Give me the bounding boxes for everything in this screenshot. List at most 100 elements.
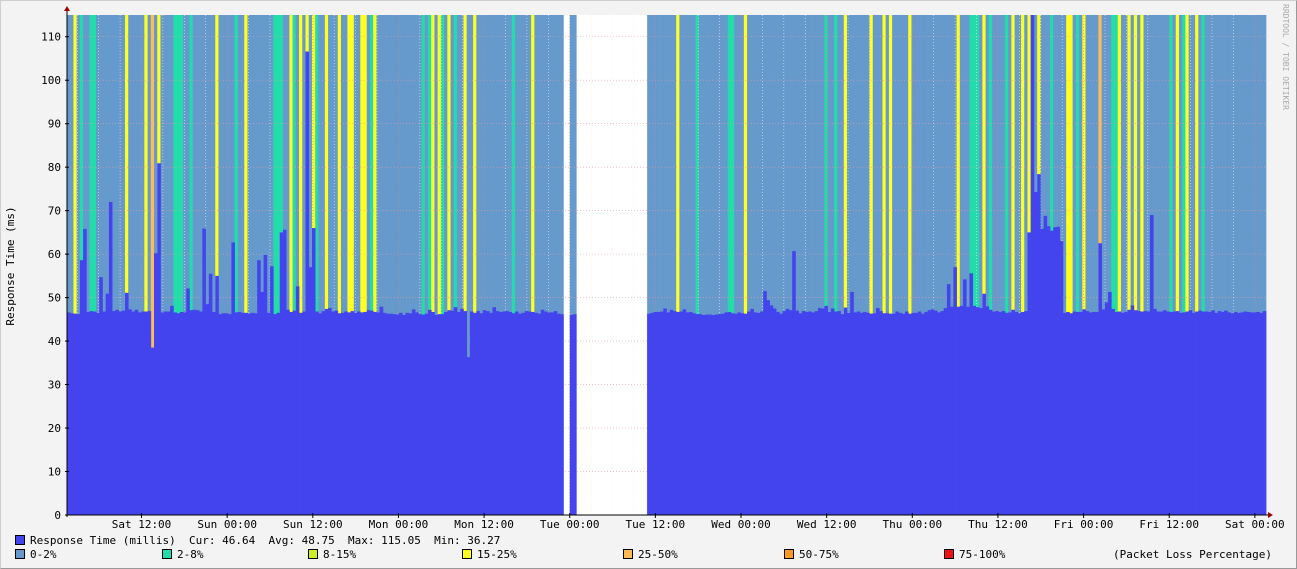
response-bar bbox=[1130, 305, 1135, 515]
loss-band bbox=[427, 15, 432, 515]
x-tick-label: Sun 12:00 bbox=[283, 518, 343, 531]
response-bar bbox=[782, 311, 787, 515]
loss-band bbox=[1075, 15, 1080, 515]
loss-band bbox=[1207, 15, 1212, 515]
response-bar bbox=[747, 311, 751, 515]
response-bar bbox=[392, 314, 397, 515]
response-bar bbox=[260, 291, 264, 515]
loss-band bbox=[195, 15, 200, 515]
response-bar bbox=[321, 311, 326, 515]
loss-band bbox=[892, 15, 896, 515]
loss-band bbox=[940, 15, 945, 515]
response-bar bbox=[421, 314, 426, 515]
loss-swatch bbox=[162, 549, 172, 559]
loss-band bbox=[402, 15, 406, 515]
response-bar bbox=[801, 311, 806, 515]
x-tick-label: Sat 00:00 bbox=[1225, 518, 1285, 531]
loss-band bbox=[444, 15, 448, 515]
legend-row-main: Response Time (millis) Cur: 46.64 Avg: 4… bbox=[15, 534, 1285, 548]
response-bar bbox=[137, 312, 142, 515]
response-bar bbox=[382, 312, 387, 515]
response-bar bbox=[1069, 313, 1073, 515]
loss-band bbox=[759, 15, 764, 515]
loss-band bbox=[676, 15, 680, 515]
loss-band bbox=[1162, 15, 1167, 515]
response-bar bbox=[853, 312, 858, 515]
loss-band bbox=[779, 15, 783, 515]
loss-band bbox=[186, 15, 190, 515]
loss-band bbox=[476, 15, 480, 515]
response-bar bbox=[282, 229, 287, 516]
response-bar bbox=[386, 313, 390, 515]
response-bar bbox=[147, 311, 152, 515]
response-bar bbox=[769, 305, 774, 515]
loss-band bbox=[1021, 15, 1025, 515]
response-bar bbox=[266, 312, 271, 515]
loss-band bbox=[147, 15, 152, 515]
response-bar bbox=[263, 255, 268, 515]
loss-band bbox=[224, 15, 229, 515]
loss-band bbox=[811, 15, 816, 515]
response-bar bbox=[1207, 311, 1212, 515]
response-bar bbox=[830, 308, 835, 515]
response-bar bbox=[121, 310, 126, 515]
loss-band bbox=[956, 15, 961, 515]
loss-band bbox=[1095, 15, 1099, 515]
loss-band bbox=[434, 15, 439, 515]
loss-band bbox=[1101, 15, 1106, 515]
loss-band bbox=[176, 15, 181, 515]
response-bar bbox=[772, 308, 777, 515]
response-bar bbox=[876, 308, 880, 515]
loss-label: 0-2% bbox=[30, 548, 57, 561]
response-bar bbox=[808, 311, 812, 515]
loss-band bbox=[389, 15, 393, 515]
loss-band bbox=[212, 15, 216, 515]
loss-band bbox=[515, 15, 519, 515]
loss-band bbox=[1108, 15, 1112, 515]
response-bar bbox=[1249, 312, 1254, 515]
response-bar bbox=[573, 314, 577, 515]
response-bar bbox=[347, 312, 351, 515]
loss-band bbox=[1066, 15, 1070, 515]
min-label: Min: bbox=[434, 534, 461, 547]
loss-band bbox=[917, 15, 922, 515]
loss-band bbox=[250, 15, 255, 515]
response-bar bbox=[202, 228, 206, 515]
response-bar bbox=[869, 313, 874, 515]
x-tick-label: Tue 00:00 bbox=[540, 518, 600, 531]
loss-band bbox=[453, 15, 458, 515]
loss-band bbox=[573, 15, 577, 515]
loss-band bbox=[988, 15, 993, 515]
response-bar bbox=[1095, 311, 1099, 515]
response-bar bbox=[837, 311, 841, 515]
loss-band bbox=[569, 15, 574, 515]
response-bar bbox=[1079, 311, 1083, 515]
response-bar bbox=[247, 313, 252, 515]
loss-band bbox=[166, 15, 171, 515]
response-bar bbox=[982, 293, 986, 515]
loss-band bbox=[266, 15, 271, 515]
response-bar bbox=[212, 311, 216, 515]
loss-band bbox=[373, 15, 377, 515]
response-bar bbox=[440, 314, 445, 515]
loss-band bbox=[879, 15, 883, 515]
loss-band bbox=[324, 15, 329, 515]
loss-band bbox=[411, 15, 416, 515]
loss-band bbox=[1069, 15, 1073, 515]
loss-band bbox=[1217, 15, 1222, 515]
response-bar bbox=[1224, 310, 1228, 515]
response-bar bbox=[331, 311, 335, 515]
response-bar bbox=[827, 311, 832, 515]
response-bar bbox=[418, 314, 422, 515]
response-bar bbox=[357, 311, 361, 515]
response-bar bbox=[663, 308, 667, 515]
response-bar bbox=[817, 308, 822, 515]
response-bar bbox=[1114, 311, 1119, 515]
x-tick-label: Thu 00:00 bbox=[882, 518, 942, 531]
loss-band bbox=[328, 15, 332, 515]
loss-band bbox=[1182, 15, 1186, 515]
loss-band bbox=[714, 15, 719, 515]
loss-band bbox=[801, 15, 806, 515]
response-bar bbox=[911, 312, 916, 515]
legend-row-loss: 0-2% 2-8% 8-15% 15-25% 25-50% 50-75% 75-… bbox=[15, 548, 1285, 562]
